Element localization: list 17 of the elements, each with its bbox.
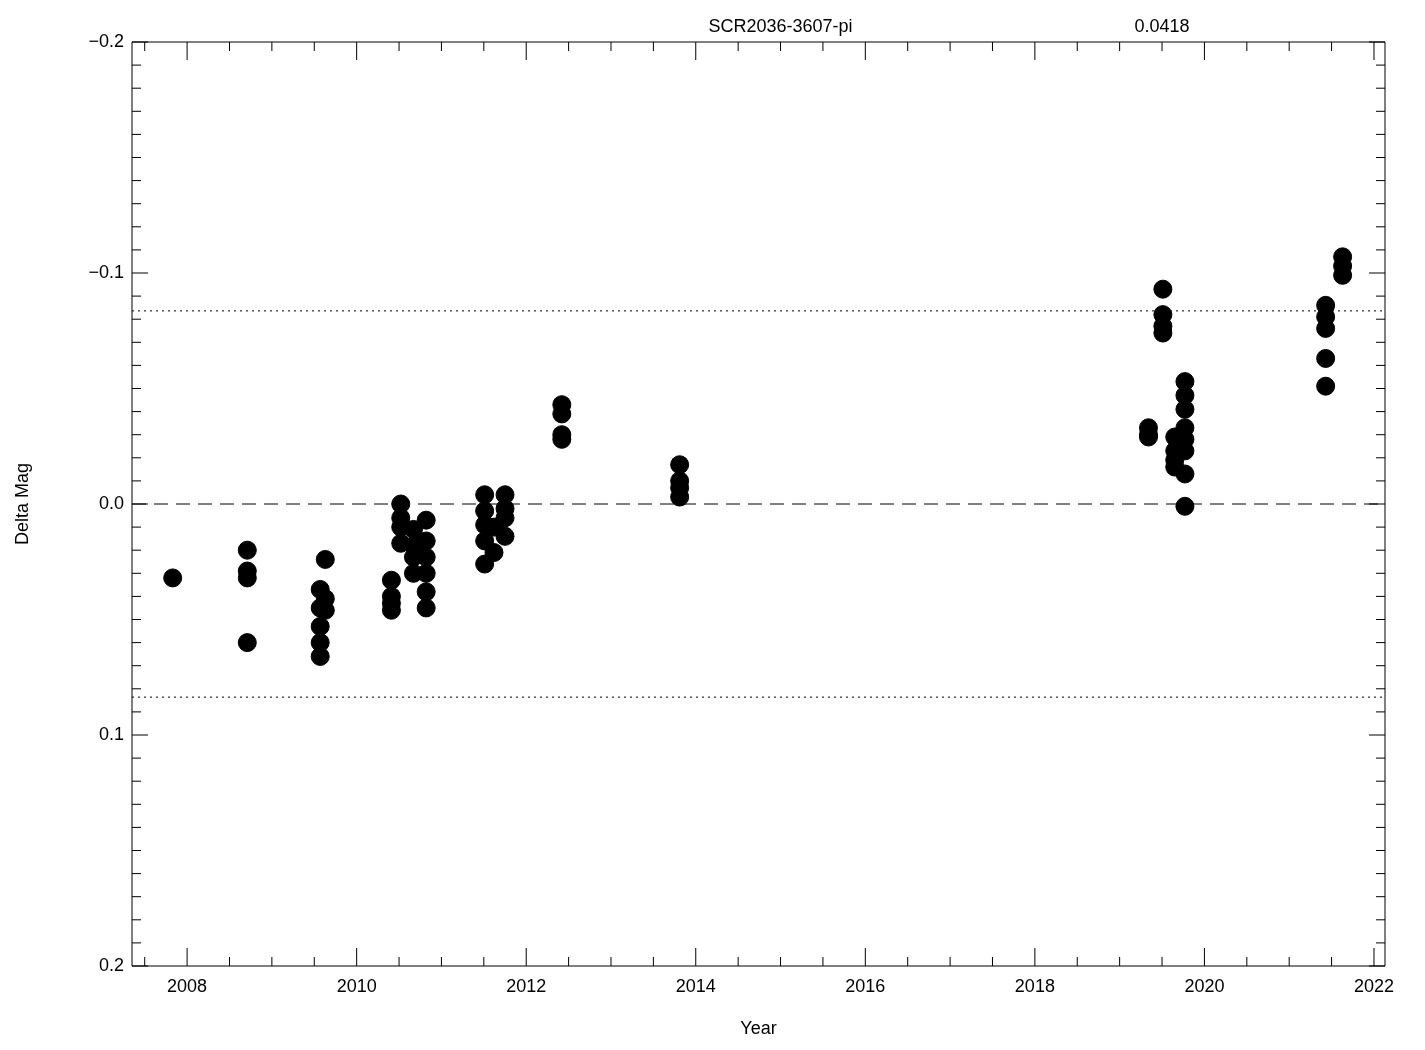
y-tick-label: 0.1 [98, 723, 124, 744]
y-tick-label: 0.0 [98, 492, 124, 513]
y-tick-label: −0.1 [88, 261, 124, 282]
x-tick-label: 2022 [1353, 975, 1394, 996]
y-axis-title: Delta Mag [11, 462, 32, 546]
x-tick-label: 2008 [167, 975, 208, 996]
y-tick-label: −0.2 [88, 30, 124, 51]
x-tick-label: 2018 [1014, 975, 1055, 996]
x-tick-label: 2016 [845, 975, 886, 996]
x-tick-label: 2010 [336, 975, 377, 996]
x-tick-label: 2012 [506, 975, 547, 996]
text: 0.0418 [1134, 15, 1190, 36]
chart-title: SCR2036-3607-pi [708, 15, 853, 36]
x-axis-title: Year [740, 1018, 777, 1039]
y-tick-label: 0.2 [98, 954, 124, 975]
x-tick-label: 2014 [675, 975, 716, 996]
x-tick-label: 2020 [1184, 975, 1225, 996]
